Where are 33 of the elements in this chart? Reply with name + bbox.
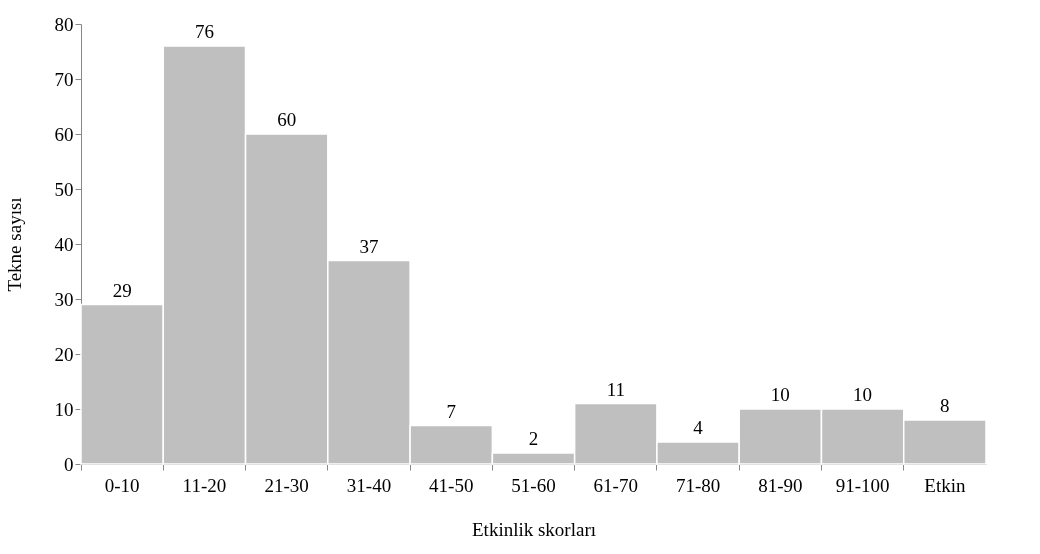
x-axis-title: Etkinlik skorları xyxy=(471,518,597,540)
data-label: 29 xyxy=(112,279,132,301)
x-tick-label: 71-80 xyxy=(675,474,721,496)
y-tick-label: 10 xyxy=(54,398,74,420)
x-tick-label: 91-100 xyxy=(835,474,890,496)
data-label: 60 xyxy=(277,109,297,130)
data-label: 10 xyxy=(853,384,873,405)
y-tick-label: 70 xyxy=(54,68,74,90)
y-tick-label: 0 xyxy=(64,453,74,475)
y-tick-label: 60 xyxy=(54,123,74,145)
x-tick-label: 61-70 xyxy=(593,474,638,496)
data-label: 7 xyxy=(446,400,456,422)
x-tick-label: 21-30 xyxy=(264,474,309,496)
data-label: 2 xyxy=(528,428,539,449)
x-tick-label: 41-50 xyxy=(429,474,474,496)
x-tick-label: 31-40 xyxy=(346,474,392,496)
x-tick-label: 51-60 xyxy=(511,474,556,496)
y-tick-label: 50 xyxy=(54,178,74,200)
data-label: 10 xyxy=(770,384,790,405)
y-tick-label: 30 xyxy=(54,288,74,310)
y-tick-label: 40 xyxy=(54,233,74,255)
x-tick-label: 11-20 xyxy=(182,474,227,496)
y-axis-title: Tekne sayısı xyxy=(3,197,25,292)
data-label: 11 xyxy=(606,378,625,400)
x-tick-label: 0-10 xyxy=(104,474,140,496)
y-tick-label: 80 xyxy=(54,13,74,35)
data-label: 4 xyxy=(693,417,704,438)
x-tick-label: 81-90 xyxy=(758,474,803,496)
x-tick-label: Etkin xyxy=(924,474,966,496)
y-tick-label: 20 xyxy=(54,343,74,365)
data-label: 76 xyxy=(194,21,214,42)
data-label: 37 xyxy=(359,235,379,257)
data-label: 8 xyxy=(940,395,950,416)
